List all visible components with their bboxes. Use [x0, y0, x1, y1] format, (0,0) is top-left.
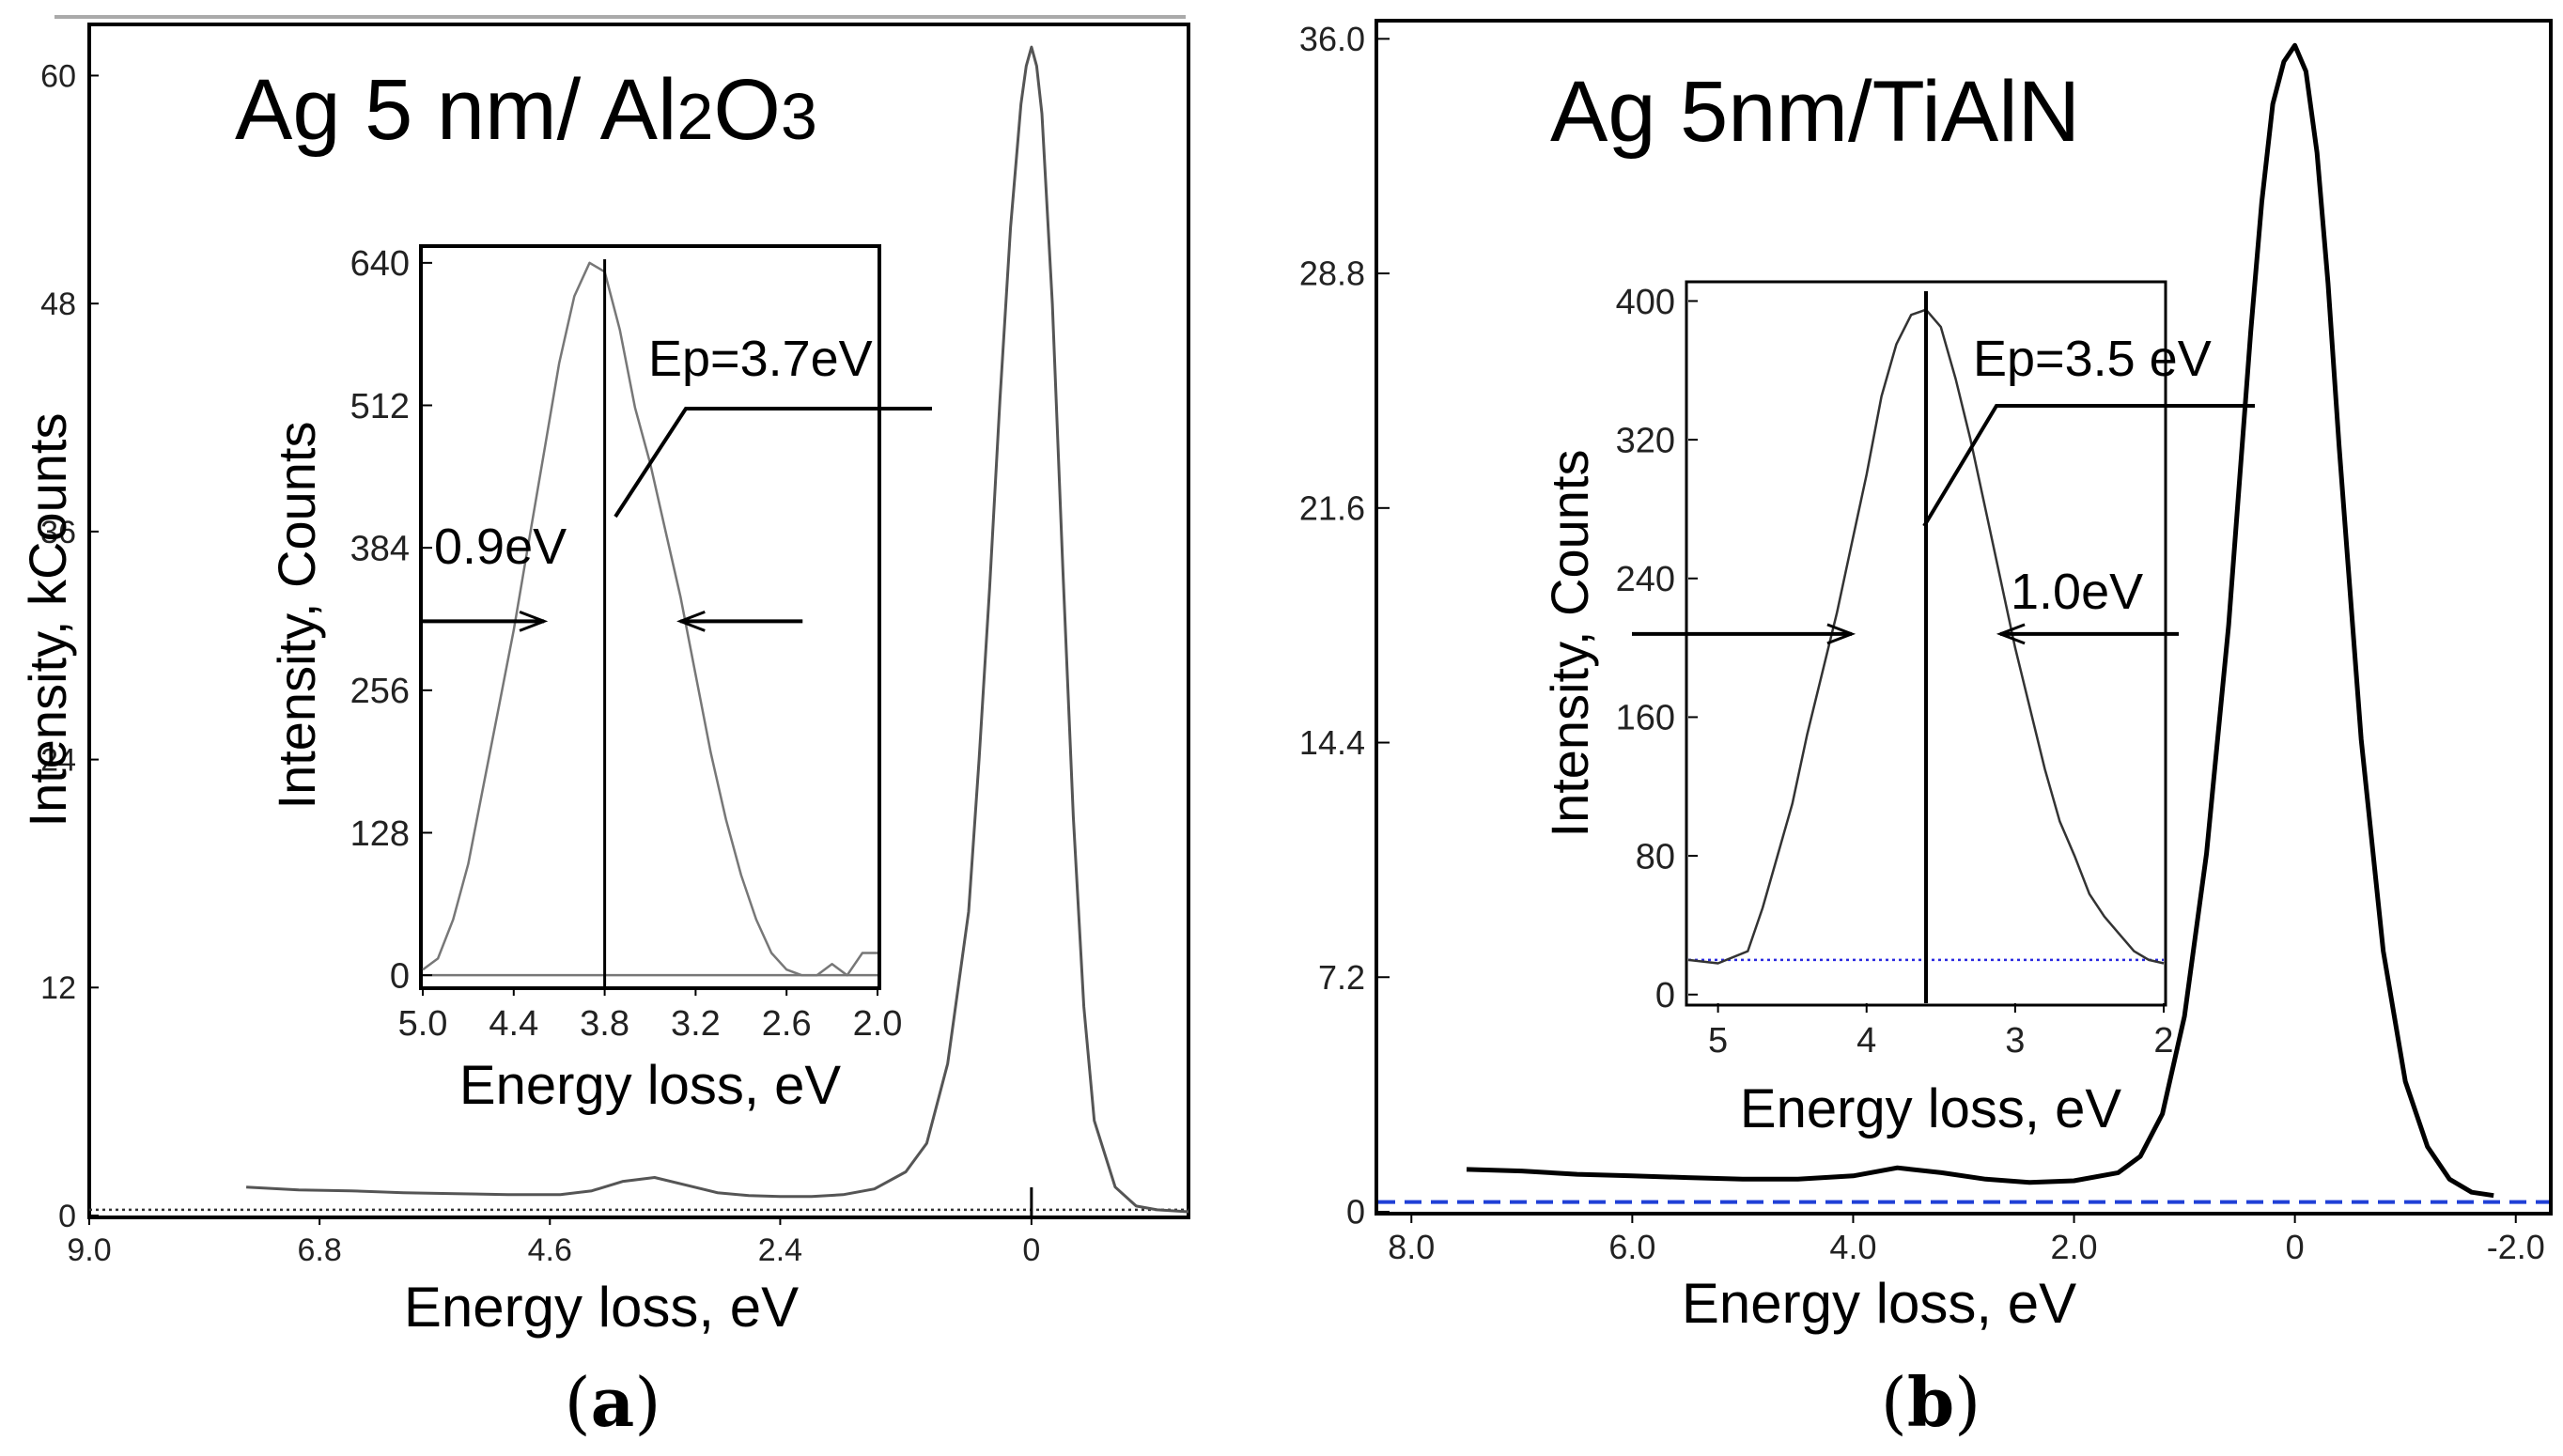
a-inset-ytick-label: 128: [350, 814, 410, 854]
panel-b-inset-fwhm-label: 1.0eV: [2011, 564, 2143, 620]
panel-a-plot-area: 0 12 24 36 48 60 9.0 6.8 4.6 2.4 0: [40, 45, 1189, 1268]
a-main-ytick-label: 36: [40, 515, 76, 550]
a-main-xtick-label: 4.6: [528, 1232, 572, 1268]
a-inset-xtick-label: 3.2: [671, 1004, 721, 1044]
b-inset-ytick-label: 80: [1636, 837, 1675, 876]
b-main-xtick-label: 4.0: [1829, 1228, 1876, 1266]
panel-a-xlabel: Energy loss, eV: [404, 1276, 799, 1339]
a-main-series-line: [246, 45, 1189, 1214]
b-main-xtick-label: 0: [2286, 1228, 2305, 1266]
b-main-ytick-label: 7.2: [1318, 958, 1365, 997]
panel-b-plot-area: 0 7.2 14.4 21.6 28.8 36.0 8.0 6.0 4.0 2.0 0 -2.0: [1299, 20, 2549, 1266]
a-main-xtick-label: 9.0: [67, 1232, 111, 1268]
b-main-ytick-label: 14.4: [1299, 723, 1365, 762]
a-inset-xtick-label: 3.8: [580, 1004, 629, 1044]
panel-a-inset-frame: [419, 244, 881, 990]
a-inset-xtick-label: 2.6: [762, 1004, 812, 1044]
a-main-ytick-label: 0: [58, 1199, 76, 1234]
a-inset-xtick-label: 4.4: [489, 1004, 538, 1044]
panel-b-title: Ag 5nm/TiAlN: [1550, 64, 2080, 160]
b-inset-xtick-label: 3: [2005, 1021, 2025, 1061]
b-inset-ytick-label: 320: [1616, 421, 1675, 460]
a-main-xtick-label: 6.8: [298, 1232, 342, 1268]
panel-b-inset-ep-annotation: Ep=3.5 eV: [1973, 331, 2212, 387]
panel-a-inset-fwhm-label: 0.9eV: [434, 519, 567, 575]
a-inset-fwhm-right-arrowhead: [676, 610, 706, 632]
b-inset-ytick-label: 0: [1655, 976, 1675, 1015]
b-inset-xtick-label: 4: [1856, 1021, 1876, 1061]
panel-b-inset-plot-area: 0 80 160 240 320 400 5 4 3 2: [1616, 283, 2180, 1061]
panel-b-frame: [1375, 19, 2553, 1216]
b-inset-xtick-label: 2: [2153, 1021, 2173, 1061]
b-inset-xtick-label: 5: [1708, 1021, 1728, 1061]
a-main-xtick-label: 0: [1022, 1232, 1040, 1268]
panel-b-caption: (b): [1881, 1362, 1981, 1442]
b-main-series-line: [1466, 42, 2494, 1199]
panel-b-inset-xlabel: Energy loss, eV: [1740, 1078, 2122, 1139]
b-inset-ytick-label: 160: [1616, 699, 1675, 738]
panel-b-xlabel: Energy loss, eV: [1682, 1272, 2076, 1335]
panel-a-ylabel: Intensity, kCounts: [18, 413, 77, 828]
b-main-ytick-label: 36.0: [1299, 20, 1365, 58]
panel-a-inset-ep-annotation: Ep=3.7eV: [648, 331, 873, 387]
b-inset-fwhm-left-arrowhead: [1826, 623, 1856, 645]
panel-a-caption: (a): [565, 1362, 661, 1442]
a-main-ytick-label: 60: [40, 58, 76, 94]
a-inset-xtick-label: 2.0: [853, 1004, 903, 1044]
panel-a-inset-ep-leader: [614, 407, 932, 519]
panel-a-frame: [87, 23, 1190, 1219]
panel-b-inset-ylabel: Intensity, Counts: [1540, 450, 1599, 838]
b-inset-series-line: [1687, 308, 2165, 965]
b-main-xtick-label: 6.0: [1608, 1228, 1655, 1266]
b-main-xtick-label: -2.0: [2487, 1228, 2545, 1266]
a-inset-ytick-label: 0: [390, 956, 410, 996]
b-main-ytick-label: 28.8: [1299, 255, 1365, 293]
panel-b-inset-ep-leader: [1922, 404, 2255, 528]
a-main-ytick-label: 24: [40, 742, 76, 778]
panel-b: 0 7.2 14.4 21.6 28.8 36.0 8.0 6.0 4.0 2.0 0 -2.0 Ag…: [1299, 19, 2553, 1442]
b-inset-ytick-label: 400: [1616, 283, 1675, 322]
b-main-xtick-label: 8.0: [1388, 1228, 1435, 1266]
a-inset-fwhm-left-arrowhead: [519, 610, 549, 632]
a-inset-ytick-label: 640: [350, 244, 410, 284]
a-main-ytick-label: 48: [40, 287, 76, 322]
a-inset-ytick-label: 512: [350, 387, 410, 426]
a-main-ytick-label: 12: [40, 970, 76, 1006]
b-inset-ytick-label: 240: [1616, 560, 1675, 599]
b-inset-fwhm-right-arrowhead: [1996, 623, 2026, 645]
b-main-xtick-label: 2.0: [2051, 1228, 2098, 1266]
panel-a-title: Ag 5 nm/ Al2O3: [235, 62, 817, 158]
a-main-xtick-label: 2.4: [758, 1232, 802, 1268]
panel-a-inset-plot-area: 0 128 256 384 512 640 5.0 4.4 3.8 3.2 2.6 2.0: [350, 244, 903, 1044]
panel-a-inset-xlabel: Energy loss, eV: [459, 1055, 842, 1116]
a-inset-xtick-label: 5.0: [398, 1004, 448, 1044]
a-inset-ytick-label: 384: [350, 529, 410, 568]
a-inset-ytick-label: 256: [350, 672, 410, 711]
b-main-ytick-label: 21.6: [1299, 488, 1365, 527]
panel-a-inset-ylabel: Intensity, Counts: [267, 422, 326, 810]
b-main-ytick-label: 0: [1346, 1193, 1365, 1231]
